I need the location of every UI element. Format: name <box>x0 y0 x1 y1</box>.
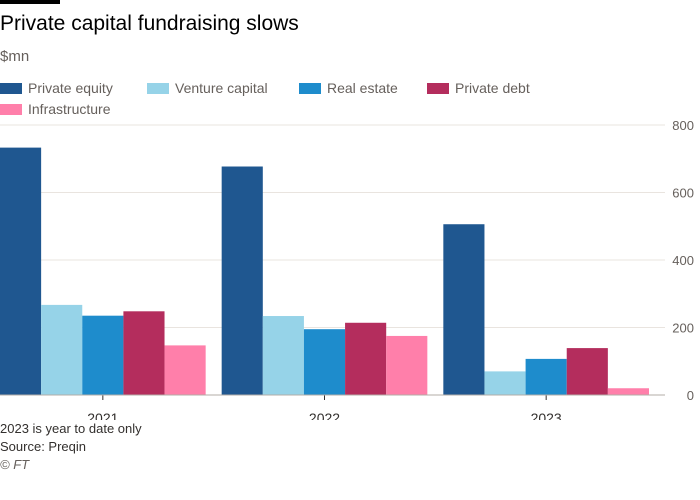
y-tick-label-200: 200 <box>672 321 694 336</box>
x-tick-label-2021: 2021 <box>87 410 118 420</box>
legend-item-infrastructure: Infrastructure <box>0 101 110 117</box>
bar-infrastructure-2022 <box>386 335 428 395</box>
chart-title: Private capital fundraising slows <box>0 12 299 35</box>
y-tick-label-0: 0 <box>687 388 694 403</box>
legend-swatch-infrastructure <box>0 103 22 115</box>
bar-venture-capital-2023 <box>484 371 526 396</box>
bar-infrastructure-2023 <box>607 388 649 395</box>
legend-swatch-private-equity <box>0 82 22 94</box>
legend-label-private-debt: Private debt <box>455 80 530 96</box>
y-tick-label-400: 400 <box>672 253 694 268</box>
legend-item-private-equity: Private equity <box>0 80 113 96</box>
bar-real-estate-2023 <box>525 358 567 395</box>
bar-real-estate-2021 <box>82 315 124 395</box>
bar-real-estate-2022 <box>303 329 346 395</box>
bar-chart: 0 200 400 600 800 2021 2022 2023 <box>0 118 694 420</box>
bar-private-debt-2023 <box>566 348 608 395</box>
top-rule <box>0 0 60 4</box>
legend-item-venture-capital: Venture capital <box>147 80 268 96</box>
x-tick-label-2023: 2023 <box>531 410 562 420</box>
legend-swatch-private-debt <box>427 82 449 94</box>
legend-label-venture-capital: Venture capital <box>175 80 268 96</box>
legend-label-infrastructure: Infrastructure <box>28 101 111 117</box>
legend-label-private-equity: Private equity <box>28 80 113 96</box>
chart-unit-subtitle: $mn <box>0 48 30 65</box>
bar-private-equity-2022 <box>221 166 263 395</box>
legend-swatch-real-estate <box>299 82 321 94</box>
bar-venture-capital-2022 <box>262 316 304 395</box>
bar-private-debt-2022 <box>345 322 387 395</box>
bar-private-debt-2021 <box>123 311 165 395</box>
bar-infrastructure-2021 <box>164 345 206 395</box>
y-tick-label-800: 800 <box>672 118 694 133</box>
source-line: Source: Preqin <box>0 439 86 454</box>
bar-private-equity-2021 <box>0 147 42 395</box>
bar-private-equity-2023 <box>443 224 485 395</box>
legend-item-real-estate: Real estate <box>299 80 398 96</box>
x-tick-label-2022: 2022 <box>309 410 340 420</box>
legend-item-private-debt: Private debt <box>427 80 530 96</box>
footnote: 2023 is year to date only <box>0 421 142 436</box>
legend-swatch-venture-capital <box>147 82 169 94</box>
bar-venture-capital-2021 <box>41 304 83 395</box>
y-tick-label-600: 600 <box>672 186 694 201</box>
ft-copyright: © FT <box>0 457 30 472</box>
legend-label-real-estate: Real estate <box>327 80 398 96</box>
